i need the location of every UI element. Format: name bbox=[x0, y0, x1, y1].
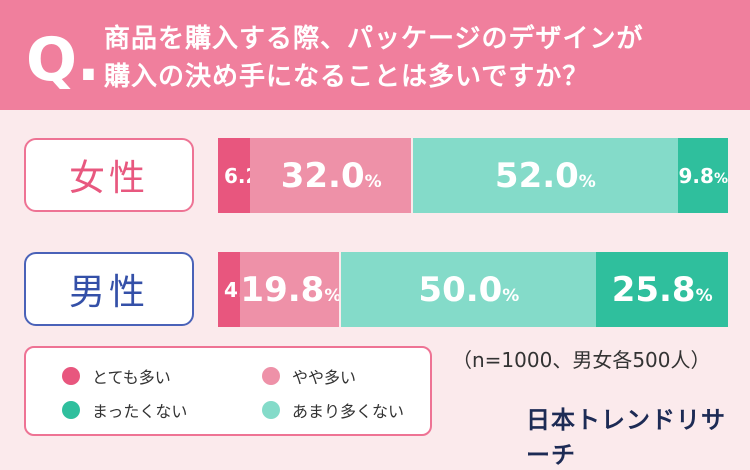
value-label-not-very-often: 52.0% bbox=[495, 156, 596, 196]
value-unit: % bbox=[695, 285, 713, 306]
value-number: 19.8 bbox=[240, 269, 325, 310]
legend-item-not-at-all: まったくない bbox=[62, 398, 187, 422]
legend-dot-very-often bbox=[62, 367, 80, 385]
value-label-not-very-often: 50.0% bbox=[418, 270, 519, 310]
question-header: Q. 商品を購入する際、パッケージのデザインが 購入の決め手になることは多いです… bbox=[0, 0, 750, 110]
question-line-2: 購入の決め手になることは多いですか？ bbox=[104, 62, 590, 92]
legend-label-very-often: とても多い bbox=[92, 368, 171, 387]
bar-segment-not-very-often bbox=[341, 252, 597, 327]
question-text: 商品を購入する際、パッケージのデザインが 購入の決め手になることは多いですか？ bbox=[104, 20, 643, 96]
legend-label-somewhat-often: やや多い bbox=[292, 368, 357, 387]
legend-dot-somewhat-often bbox=[262, 367, 280, 385]
bar-segment-not-very-often bbox=[412, 138, 678, 213]
category-label-female: 女性 bbox=[24, 138, 194, 212]
value-label-somewhat-often: 32.0% bbox=[281, 156, 382, 196]
value-number: 25.8 bbox=[611, 269, 696, 310]
value-number: 9.8 bbox=[678, 163, 714, 188]
legend-label-not-at-all: まったくない bbox=[92, 402, 188, 421]
sample-note: （n=1000、男女各500人） bbox=[452, 348, 711, 372]
value-label-somewhat-often: 19.8% bbox=[240, 270, 341, 310]
value-number: 50.0 bbox=[418, 269, 503, 310]
bar-segment-not-at-all bbox=[596, 252, 728, 327]
value-unit: % bbox=[502, 285, 520, 306]
bar-segment-somewhat-often bbox=[240, 252, 342, 327]
q-mark-icon: Q. bbox=[26, 25, 96, 95]
value-unit: % bbox=[578, 171, 596, 192]
legend-dot-not-at-all bbox=[62, 401, 80, 419]
bar-segment-very-often bbox=[218, 252, 241, 327]
legend-label-not-very-often: あまり多くない bbox=[292, 402, 405, 421]
bar-segment-not-at-all bbox=[678, 138, 728, 213]
value-number: 52.0 bbox=[494, 155, 579, 196]
value-unit: % bbox=[324, 285, 342, 306]
question-line-1: 商品を購入する際、パッケージのデザインが bbox=[104, 24, 644, 54]
legend-dot-not-very-often bbox=[262, 401, 280, 419]
value-label-not-at-all: 25.8% bbox=[612, 270, 713, 310]
value-unit: % bbox=[713, 170, 728, 187]
q-mark-text: Q. bbox=[26, 25, 96, 95]
bar-row-male: 4.4%19.8%50.0%25.8% bbox=[218, 252, 728, 327]
legend-item-somewhat-often: やや多い bbox=[262, 364, 356, 388]
bar-segment-somewhat-often bbox=[249, 138, 413, 213]
value-unit: % bbox=[364, 171, 382, 192]
legend: とても多い やや多い まったくない あまり多くない bbox=[24, 346, 432, 436]
bar-row-female: 6.2%32.0%52.0%9.8% bbox=[218, 138, 728, 213]
legend-item-not-very-often: あまり多くない bbox=[262, 398, 404, 422]
bar-segment-very-often bbox=[218, 138, 250, 213]
category-label-male: 男性 bbox=[24, 252, 194, 326]
brand-logo: 日本トレンドリサーチ bbox=[526, 406, 726, 469]
legend-item-very-often: とても多い bbox=[62, 364, 171, 388]
value-number: 32.0 bbox=[280, 155, 365, 196]
value-label-not-at-all: 9.8% bbox=[679, 164, 728, 188]
